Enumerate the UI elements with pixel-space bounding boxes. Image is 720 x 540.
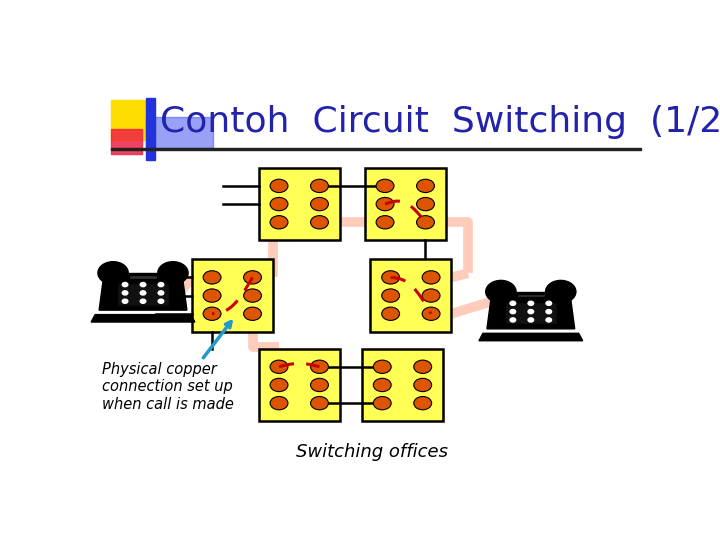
Circle shape bbox=[310, 179, 328, 193]
Bar bbox=[145, 98, 155, 160]
Circle shape bbox=[270, 179, 288, 193]
Bar bbox=[517, 294, 545, 298]
Circle shape bbox=[122, 282, 128, 287]
Polygon shape bbox=[479, 333, 582, 341]
Circle shape bbox=[546, 318, 552, 322]
Circle shape bbox=[140, 282, 146, 287]
Bar bbox=[501, 292, 561, 299]
Bar bbox=[362, 349, 443, 421]
Circle shape bbox=[417, 215, 434, 229]
Circle shape bbox=[417, 179, 434, 193]
Circle shape bbox=[528, 301, 534, 305]
Text: Switching offices: Switching offices bbox=[296, 443, 448, 461]
Circle shape bbox=[158, 262, 188, 284]
Circle shape bbox=[510, 309, 516, 314]
Circle shape bbox=[374, 360, 391, 374]
Circle shape bbox=[243, 289, 261, 302]
Bar bbox=[258, 349, 340, 421]
Circle shape bbox=[528, 309, 534, 314]
Circle shape bbox=[382, 289, 400, 302]
Circle shape bbox=[203, 271, 221, 284]
Circle shape bbox=[310, 198, 328, 211]
Circle shape bbox=[158, 291, 163, 295]
Circle shape bbox=[374, 379, 391, 392]
Bar bbox=[117, 284, 169, 306]
Circle shape bbox=[546, 309, 552, 314]
Text: Contoh  Circuit  Switching  (1/2): Contoh Circuit Switching (1/2) bbox=[160, 105, 720, 139]
Circle shape bbox=[414, 360, 431, 374]
Circle shape bbox=[310, 360, 328, 374]
Circle shape bbox=[414, 396, 431, 410]
Circle shape bbox=[376, 198, 394, 211]
Circle shape bbox=[376, 179, 394, 193]
Circle shape bbox=[422, 307, 440, 320]
Circle shape bbox=[140, 291, 146, 295]
Circle shape bbox=[140, 299, 146, 303]
Text: Physical copper
connection set up
when call is made: Physical copper connection set up when c… bbox=[102, 362, 234, 412]
Circle shape bbox=[203, 307, 221, 320]
Circle shape bbox=[270, 396, 288, 410]
Bar bbox=[111, 129, 142, 154]
Bar bbox=[370, 259, 451, 332]
Circle shape bbox=[310, 215, 328, 229]
Circle shape bbox=[158, 299, 163, 303]
Polygon shape bbox=[91, 315, 195, 322]
Circle shape bbox=[414, 379, 431, 392]
Circle shape bbox=[528, 318, 534, 322]
Polygon shape bbox=[99, 280, 187, 310]
Circle shape bbox=[270, 198, 288, 211]
Circle shape bbox=[374, 396, 391, 410]
Circle shape bbox=[382, 307, 400, 320]
Circle shape bbox=[382, 271, 400, 284]
Circle shape bbox=[546, 280, 576, 303]
Circle shape bbox=[98, 262, 128, 284]
Circle shape bbox=[270, 360, 288, 374]
Circle shape bbox=[422, 271, 440, 284]
Circle shape bbox=[310, 396, 328, 410]
Circle shape bbox=[158, 282, 163, 287]
Circle shape bbox=[243, 307, 261, 320]
Circle shape bbox=[203, 289, 221, 302]
Polygon shape bbox=[487, 299, 575, 329]
Circle shape bbox=[422, 289, 440, 302]
Bar bbox=[111, 147, 642, 150]
Bar bbox=[145, 117, 213, 148]
Bar bbox=[365, 168, 446, 240]
Circle shape bbox=[376, 215, 394, 229]
Circle shape bbox=[546, 301, 552, 305]
Bar bbox=[113, 273, 173, 280]
Circle shape bbox=[486, 280, 516, 303]
Circle shape bbox=[122, 299, 128, 303]
Bar bbox=[192, 259, 273, 332]
Bar bbox=[505, 302, 557, 325]
Circle shape bbox=[122, 291, 128, 295]
Circle shape bbox=[417, 198, 434, 211]
Bar bbox=[129, 275, 157, 279]
Bar bbox=[258, 168, 340, 240]
Circle shape bbox=[243, 271, 261, 284]
Circle shape bbox=[510, 301, 516, 305]
Circle shape bbox=[510, 318, 516, 322]
Circle shape bbox=[270, 215, 288, 229]
Circle shape bbox=[270, 379, 288, 392]
Bar bbox=[111, 100, 155, 140]
Circle shape bbox=[310, 379, 328, 392]
